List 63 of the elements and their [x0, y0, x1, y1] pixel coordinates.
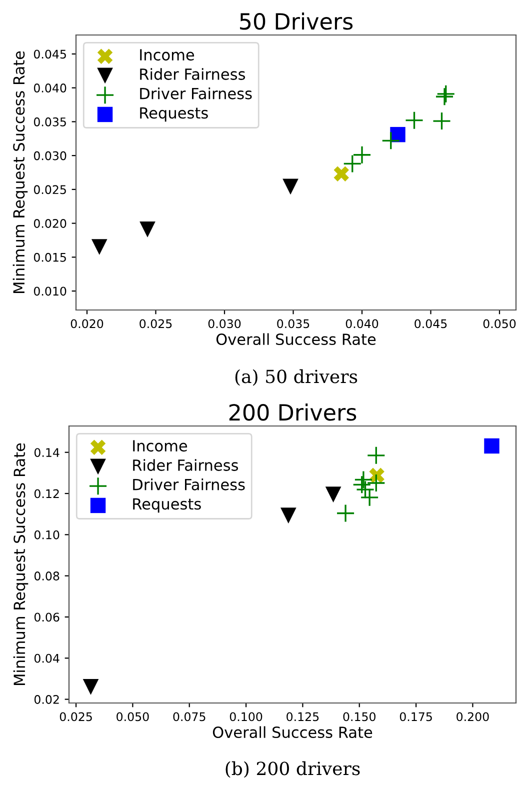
- y-tick-label: 0.010: [34, 286, 66, 296]
- y-tick-label: 0.035: [34, 117, 66, 126]
- point: [82, 679, 99, 695]
- x-tick-label: 0.125: [286, 712, 319, 722]
- x-tick-label: 0.050: [116, 712, 149, 722]
- text: (a) 50 drivers: [235, 369, 358, 386]
- point: [91, 239, 108, 255]
- x-tick-label: 0.040: [346, 319, 378, 328]
- point: [140, 221, 156, 238]
- y-tick-label: 0.04: [34, 654, 60, 663]
- chart-title: 200 Drivers: [229, 404, 356, 421]
- x-tick-label: 0.025: [140, 319, 172, 328]
- x-tick-label: 0.035: [277, 319, 310, 328]
- y-axis-title: Minimum Request Success Rate: [12, 51, 28, 293]
- y-tick-label: 0.045: [34, 50, 66, 59]
- y-tick-label: 0.020: [34, 219, 66, 228]
- y-tick-label: 0.06: [34, 612, 60, 622]
- x-tick-label: 0.025: [60, 712, 92, 722]
- x-tick-label: 0.075: [173, 712, 206, 722]
- point: [280, 508, 296, 524]
- y-tick-label: 0.10: [34, 530, 60, 540]
- point: [282, 178, 298, 195]
- point: [336, 504, 355, 523]
- y-tick-label: 0.025: [34, 185, 66, 194]
- point: [369, 468, 384, 483]
- legend-label: Rider Fairness: [140, 68, 246, 80]
- legend-label: Requests: [133, 498, 201, 513]
- x-tick-label: 0.030: [208, 319, 241, 328]
- point: [432, 112, 452, 130]
- y-tick-label: 0.030: [34, 151, 66, 160]
- y-axis-title: Minimum Request Success Rate: [13, 443, 28, 685]
- point: [366, 446, 386, 465]
- x-tick-label: 0.200: [456, 712, 489, 722]
- chart-title: 50 Drivers: [240, 12, 353, 30]
- point: [404, 111, 424, 130]
- point: [352, 475, 372, 494]
- point: [354, 470, 373, 490]
- legend-label: Income: [140, 49, 194, 61]
- x-tick-label: 0.175: [400, 712, 432, 722]
- legend-label: Income: [133, 440, 188, 452]
- legend-label: Driver Fairness: [133, 478, 245, 490]
- legend-label: Requests: [140, 107, 208, 122]
- y-tick-label: 0.08: [34, 572, 60, 580]
- text: (b) 200 drivers: [226, 761, 360, 778]
- x-axis-title: Overall Success Rate: [212, 726, 372, 738]
- point: [334, 166, 349, 182]
- legend-label: Rider Fairness: [133, 459, 238, 471]
- x-tick-label: 0.050: [483, 319, 516, 328]
- x-tick-label: 0.100: [230, 712, 262, 722]
- x-tick-label: 0.045: [414, 319, 447, 328]
- y-tick-label: 0.040: [34, 84, 66, 92]
- x-axis-title: Overall Success Rate: [216, 333, 376, 346]
- y-tick-label: 0.14: [34, 448, 60, 457]
- legend-label: Driver Fairness: [140, 87, 252, 100]
- x-tick-label: 0.150: [343, 712, 376, 722]
- point: [484, 438, 500, 454]
- x-tick-label: 0.020: [70, 319, 104, 328]
- y-tick-label: 0.015: [34, 252, 66, 262]
- y-tick-label: 0.12: [34, 489, 59, 498]
- point: [325, 486, 342, 502]
- point: [360, 488, 379, 507]
- y-tick-label: 0.02: [34, 695, 59, 704]
- point: [382, 131, 400, 150]
